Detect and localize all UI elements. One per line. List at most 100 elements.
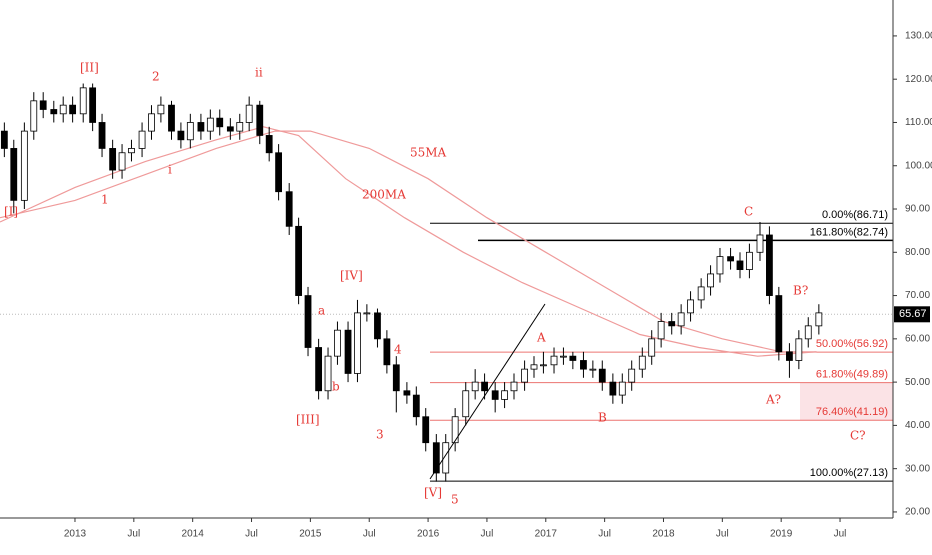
wave-label: B?: [793, 284, 808, 298]
moving-average: [0, 126, 817, 357]
candle-body: [109, 148, 117, 171]
wave-label: [IV]: [340, 269, 363, 283]
wave-label: A?: [765, 393, 781, 407]
candle-body: [79, 87, 87, 115]
candle-body: [550, 355, 558, 366]
candle-body: [383, 338, 391, 366]
candle-body: [668, 321, 676, 327]
candle-body: [39, 100, 47, 110]
candle-body: [363, 312, 371, 315]
candle-body: [354, 312, 361, 374]
ma-label: 200MA: [362, 188, 406, 202]
candle-body: [451, 416, 459, 444]
candle-body: [687, 299, 694, 314]
candle-body: [491, 390, 499, 400]
last-price-label: 65.67: [899, 308, 927, 320]
candle-body: [432, 442, 440, 474]
candle-body: [69, 104, 77, 115]
candle-body: [521, 368, 528, 383]
y-tick-label: 60.00: [905, 333, 930, 344]
candle-body: [138, 130, 146, 149]
candle-body: [403, 390, 411, 396]
candle-body: [128, 148, 135, 154]
fib-label: 50.00%(56.92): [816, 338, 888, 350]
wave-label: 4: [394, 343, 402, 357]
candle-body: [727, 256, 734, 262]
wave-label: C: [744, 205, 753, 219]
x-tick-label: 2013: [64, 529, 87, 540]
x-tick-label: Jul: [245, 529, 258, 540]
last-price-tag: [894, 306, 930, 323]
candle-body: [89, 87, 97, 123]
candle-body: [334, 329, 341, 357]
candle-body: [226, 126, 234, 132]
candle-body: [697, 286, 705, 301]
candle-body: [501, 390, 508, 400]
x-tick-label: 2014: [182, 529, 205, 540]
wave-label: i: [168, 163, 172, 177]
trend-line: [429, 303, 546, 480]
wave-label: 5: [451, 493, 459, 507]
candle-body: [786, 351, 793, 361]
wave-label: ii: [255, 66, 263, 80]
y-tick-label: 90.00: [905, 204, 930, 215]
wave-label: 2: [152, 70, 160, 84]
candle-body: [736, 260, 744, 271]
wave-label: [I]: [4, 205, 18, 219]
candle-body: [98, 122, 106, 149]
candle-body: [795, 338, 803, 361]
candle-body: [344, 329, 352, 374]
candle-body: [471, 381, 479, 392]
wave-label: 3: [376, 428, 384, 442]
y-tick-label: 120.00: [905, 74, 932, 85]
x-tick-label: 2017: [535, 529, 558, 540]
candle-body: [716, 256, 724, 275]
wave-label: [V]: [424, 486, 442, 500]
candle-body: [374, 312, 381, 340]
candle-body: [186, 122, 194, 141]
candle-body: [50, 109, 58, 115]
candle-body: [746, 251, 753, 271]
wave-label: B: [598, 411, 607, 425]
y-tick-label: 130.00: [905, 31, 932, 42]
candle-body: [510, 381, 518, 392]
candle-body: [657, 321, 665, 340]
candle-body: [285, 191, 293, 227]
candle-body: [462, 390, 470, 418]
y-tick-label: 50.00: [905, 377, 930, 388]
candle-body: [618, 381, 626, 396]
candle-body: [648, 338, 656, 357]
wave-label: b: [332, 380, 340, 394]
candle-body: [256, 104, 264, 136]
candle-body: [177, 130, 185, 141]
candle-body: [589, 368, 597, 371]
candle-body: [804, 325, 812, 340]
wave-label: [III]: [296, 413, 320, 427]
candle-body: [677, 312, 685, 327]
candle-body: [275, 152, 282, 193]
candle-body: [236, 122, 244, 132]
candle-body: [815, 312, 823, 327]
candle-body: [442, 442, 450, 474]
candle-body: [481, 381, 488, 392]
x-tick-label: 2016: [417, 529, 440, 540]
candle-body: [315, 347, 323, 392]
candle-body: [540, 364, 547, 367]
candle-body: [598, 368, 606, 383]
candle-body: [216, 117, 224, 128]
fib-label: 0.00%(86.71): [822, 209, 888, 221]
fib-label: 76.40%(41.19): [816, 406, 888, 418]
candle-body: [766, 234, 773, 296]
x-tick-label: 2015: [299, 529, 322, 540]
candle-body: [756, 234, 764, 253]
candle-body: [638, 355, 646, 370]
x-tick-label: Jul: [834, 529, 847, 540]
candle-body: [59, 104, 67, 115]
candle-body: [560, 355, 567, 358]
candle-body: [20, 130, 28, 201]
x-tick-label: 2019: [770, 529, 793, 540]
candle-body: [197, 122, 205, 132]
candle-body: [265, 135, 273, 154]
